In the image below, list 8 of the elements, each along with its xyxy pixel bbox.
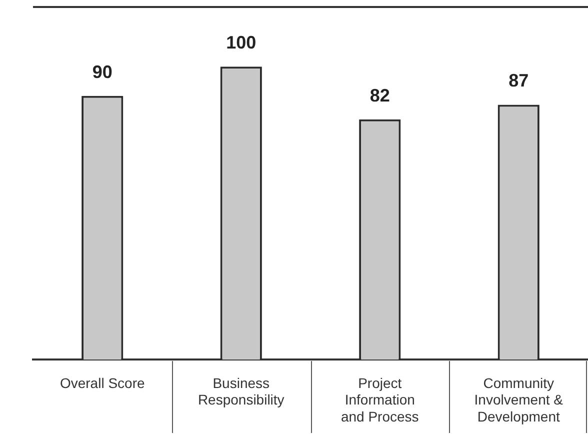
data-label: 100: [226, 32, 256, 53]
x-tick-label: Business Responsibility: [198, 374, 284, 408]
data-label: 82: [370, 85, 390, 106]
x-tick-label: Overall Score: [60, 374, 145, 391]
x-tick-label: Community Involvement & Development: [474, 374, 564, 424]
data-label: 87: [508, 70, 529, 91]
data-label: 90: [92, 62, 112, 82]
x-tick-label: Project Information and Process: [340, 374, 419, 424]
